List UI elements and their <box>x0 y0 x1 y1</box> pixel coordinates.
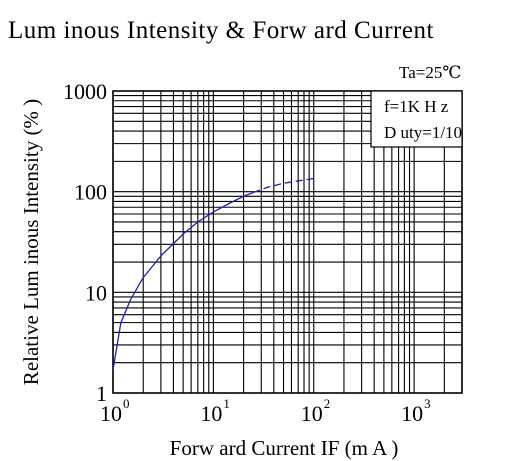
y-tick-labels: 1 10 100 1000 <box>63 79 107 406</box>
x-tick-exponent: 1 <box>223 396 230 411</box>
x-tick-base: 10 <box>301 401 323 426</box>
curve-segment-solid <box>112 191 254 370</box>
plot-frame <box>112 90 463 394</box>
chart-title: Lum inous Intensity & Forw ard Current <box>8 17 434 44</box>
frequency-annotation: f=1K H z <box>384 97 449 116</box>
x-tick-exponent: 0 <box>123 396 130 411</box>
y-axis-label: Relative Lum inous Intensity (% ) <box>19 99 43 385</box>
x-tick-base: 10 <box>100 401 122 426</box>
intensity-curve <box>112 177 314 370</box>
x-tick-label: 10 0 <box>100 396 130 426</box>
x-tick-exponent: 3 <box>424 396 431 411</box>
x-tick-base: 10 <box>200 401 222 426</box>
x-tick-label: 10 1 <box>200 396 230 426</box>
y-tick-label: 1000 <box>63 79 107 104</box>
y-tick-label: 1 <box>96 381 107 406</box>
x-axis-label: Forw ard Current IF (m A ) <box>170 436 399 460</box>
x-tick-label: 10 3 <box>401 396 431 426</box>
y-tick-label: 10 <box>85 280 107 305</box>
x-tick-labels: 10 0 10 1 10 2 10 3 <box>100 396 431 426</box>
y-tick-label: 100 <box>74 180 107 205</box>
x-tick-label: 10 2 <box>301 396 331 426</box>
x-tick-exponent: 2 <box>324 396 331 411</box>
plot-grid <box>112 90 463 394</box>
temperature-annotation: Ta=25℃ <box>399 63 461 82</box>
x-tick-base: 10 <box>401 401 423 426</box>
duty-annotation: D uty=1/10 <box>384 123 462 142</box>
condition-box <box>370 90 463 148</box>
